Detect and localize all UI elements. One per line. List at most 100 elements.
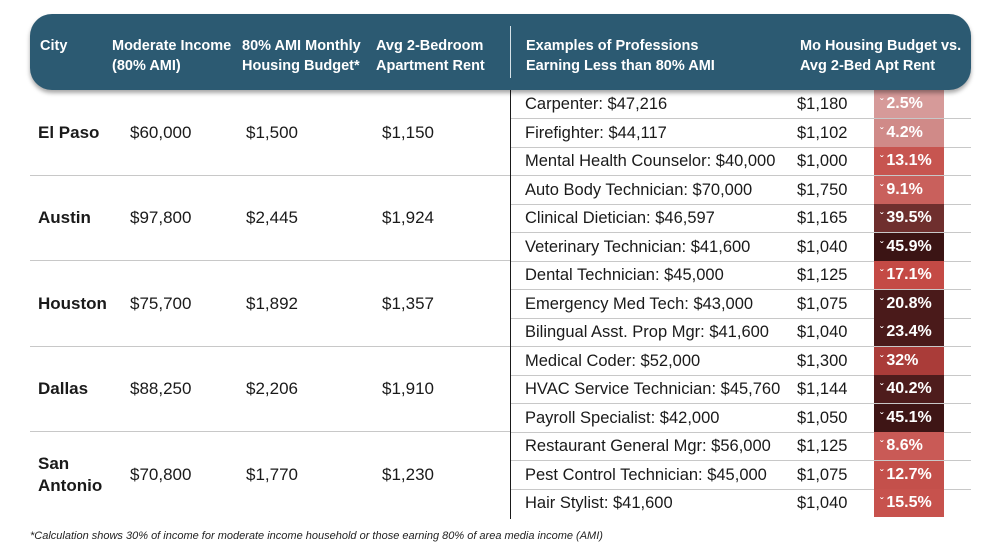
city-budget: $2,206 (246, 379, 298, 399)
profession-salary: Pest Control Technician: $45,000 (525, 465, 767, 484)
profession-housing-budget: $1,750 (797, 180, 848, 199)
budget-gap-value: 40.2% (886, 380, 932, 397)
header-city: City (40, 38, 68, 54)
budget-gap-value: 8.6% (886, 437, 923, 454)
city-name: Austin (38, 208, 91, 228)
table-row: Mental Health Counselor: $40,000 $1,000 ˇ 1… (511, 147, 971, 176)
row-separator (511, 175, 971, 176)
table-row: Pest Control Technician: $45,000 $1,075 ˇ 1… (511, 460, 971, 490)
table-row: Firefighter: $44,117 $1,102 ˇ 4.2% (511, 118, 971, 148)
header-budget-vs-rent: Mo Housing Budget vs. Avg 2-Bed Apt Rent (800, 38, 962, 74)
budget-gap-value: 2.5% (886, 95, 923, 112)
housing-affordability-table: City Moderate Income (80% AMI) 80% AMI M… (30, 14, 971, 519)
budget-gap-badge: ˇ 45.9% (874, 232, 944, 261)
row-separator (511, 431, 971, 433)
table-row: Carpenter: $47,216 $1,180 ˇ 2.5% (511, 90, 971, 119)
header-moderate-income: Moderate Income (80% AMI) (112, 38, 232, 74)
row-separator (511, 232, 971, 233)
column-divider (510, 90, 511, 519)
city-name: El Paso (38, 122, 100, 142)
budget-gap-value: 4.2% (886, 123, 923, 141)
profession-housing-budget: $1,000 (797, 152, 848, 170)
profession-housing-budget: $1,040 (797, 323, 848, 341)
profession-housing-budget: $1,040 (797, 494, 848, 512)
profession-salary: Payroll Specialist: $42,000 (525, 408, 720, 427)
table-row: Dental Technician: $45,000 $1,125 ˇ 17.1% (511, 261, 971, 290)
row-separator (511, 317, 971, 319)
profession-housing-budget: $1,180 (797, 95, 848, 113)
budget-gap-badge: ˇ 23.4% (874, 318, 944, 346)
budget-gap-value: 13.1% (886, 152, 932, 169)
city-rent: $1,924 (382, 208, 434, 228)
budget-gap-badge: ˇ 12.7% (874, 460, 944, 489)
budget-gap-value: 20.8% (886, 294, 932, 312)
row-separator (511, 203, 971, 205)
profession-salary: Dental Technician: $45,000 (525, 266, 724, 284)
budget-gap-badge: ˇ 32% (874, 346, 944, 375)
city-group: Houston $75,700 $1,892 $1,357 Dental Technic… (30, 261, 971, 347)
row-separator (511, 460, 971, 461)
city-income: $70,800 (130, 464, 192, 484)
city-group: Dallas $88,250 $2,206 $1,910 Medical Coder: … (30, 346, 971, 433)
budget-gap-badge: ˇ 8.6% (874, 432, 944, 460)
profession-salary: Restaurant General Mgr: $56,000 (525, 437, 771, 455)
row-separator (511, 118, 971, 119)
down-arrow-icon: ˇ (880, 497, 884, 508)
city-income: $60,000 (130, 122, 192, 142)
profession-housing-budget: $1,165 (797, 209, 848, 227)
budget-gap-value: 9.1% (886, 180, 923, 198)
budget-gap-badge: ˇ 2.5% (874, 90, 944, 118)
budget-gap-badge: ˇ 15.5% (874, 489, 944, 517)
budget-gap-value: 23.4% (886, 323, 932, 340)
row-separator (511, 260, 971, 262)
table-row: Bilingual Asst. Prop Mgr: $41,600 $1,040 ˇ… (511, 318, 971, 347)
budget-gap-value: 45.1% (886, 408, 932, 426)
profession-housing-budget: $1,075 (797, 465, 848, 484)
profession-housing-budget: $1,125 (797, 266, 848, 284)
profession-housing-budget: $1,125 (797, 437, 848, 455)
budget-gap-value: 39.5% (886, 209, 932, 226)
group-separator (30, 431, 510, 432)
city-budget: $1,892 (246, 293, 298, 313)
header-avg-rent: Avg 2-Bedroom Apartment Rent (376, 38, 485, 74)
group-separator (30, 260, 510, 261)
budget-gap-value: 15.5% (886, 494, 932, 511)
group-separator (30, 174, 510, 176)
city-income: $97,800 (130, 208, 192, 228)
row-separator (511, 403, 971, 404)
city-name: San Antonio (38, 453, 103, 495)
down-arrow-icon: ˇ (880, 240, 884, 252)
city-group: El Paso $60,000 $1,500 $1,150 Carpenter: $47… (30, 90, 971, 176)
profession-salary: Firefighter: $44,117 (525, 123, 667, 142)
down-arrow-icon: ˇ (880, 411, 884, 423)
down-arrow-icon: ˇ (880, 297, 884, 309)
table-row: Veterinary Technician: $41,600 $1,040 ˇ 45.… (511, 232, 971, 262)
city-rent: $1,357 (382, 293, 434, 313)
budget-gap-badge: ˇ 13.1% (874, 147, 944, 175)
city-budget: $2,445 (246, 208, 298, 228)
city-rent: $1,150 (382, 122, 434, 142)
profession-housing-budget: $1,144 (797, 380, 848, 398)
profession-salary: Auto Body Technician: $70,000 (525, 180, 753, 199)
budget-gap-value: 45.9% (886, 237, 932, 255)
city-rent: $1,910 (382, 379, 434, 399)
down-arrow-icon: ˇ (880, 98, 884, 109)
down-arrow-icon: ˇ (880, 155, 884, 166)
city-group: Austin $97,800 $2,445 $1,924 Auto Body Techn… (30, 175, 971, 262)
profession-housing-budget: $1,040 (797, 237, 848, 256)
budget-gap-badge: ˇ 4.2% (874, 118, 944, 147)
row-separator (511, 374, 971, 376)
profession-housing-budget: $1,102 (797, 123, 848, 142)
table-row: HVAC Service Technician: $45,760 $1,144 ˇ 4… (511, 375, 971, 404)
row-separator (511, 488, 971, 490)
profession-salary: Bilingual Asst. Prop Mgr: $41,600 (525, 323, 769, 341)
header-monthly-budget: 80% AMI Monthly Housing Budget* (242, 38, 361, 74)
table-row: Medical Coder: $52,000 $1,300 ˇ 32% (511, 346, 971, 376)
row-separator (511, 289, 971, 290)
row-separator (511, 346, 971, 347)
city-rent: $1,230 (382, 464, 434, 484)
budget-gap-badge: ˇ 9.1% (874, 175, 944, 204)
down-arrow-icon: ˇ (880, 183, 884, 195)
budget-gap-value: 32% (886, 351, 919, 369)
budget-gap-value: 12.7% (886, 465, 932, 483)
